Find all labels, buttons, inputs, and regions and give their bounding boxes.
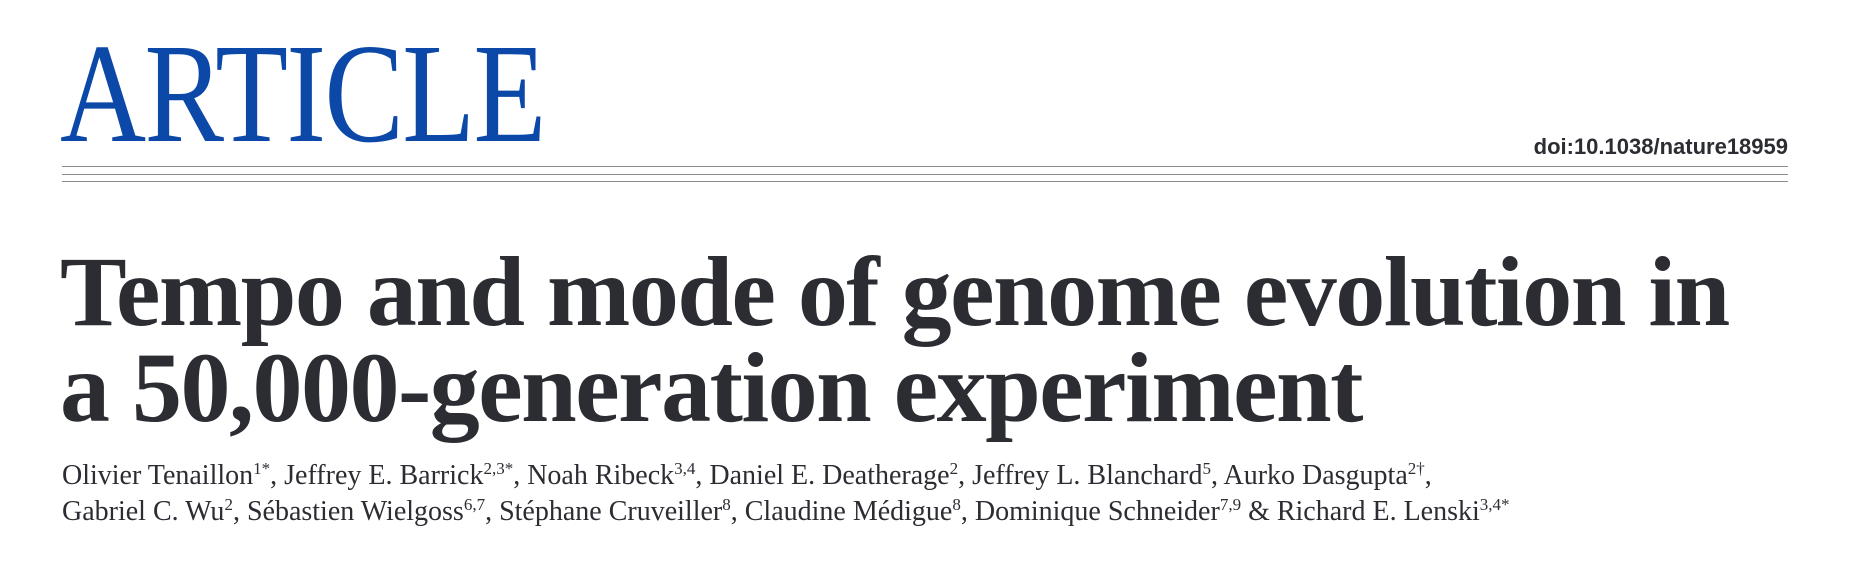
separator: , [232,496,247,527]
affiliation: 2,3* [483,459,514,478]
affiliation: 7,9 [1219,495,1242,514]
separator: & [1241,496,1277,527]
affiliation: 6,7 [463,495,486,514]
title-line: Tempo and mode of genome evolution in [60,236,1730,347]
author: Richard E. Lenski3,4* [1277,496,1510,527]
author: Jeffrey E. Barrick2,3*, [284,460,527,491]
separator: , [960,496,975,527]
author-name: Dominique Schneider [974,496,1220,527]
author-name: Jeffrey E. Barrick [284,460,484,491]
author-name: Aurko Dasgupta [1223,460,1408,491]
doi: doi:10.1038/nature18959 [1533,134,1788,159]
rule [62,181,1788,182]
author: Daniel E. Deatherage2, [709,460,972,491]
author: Dominique Schneider7,9 & [975,496,1277,527]
author: Gabriel C. Wu2, [62,496,247,527]
separator: , [485,496,500,527]
separator: , [730,496,745,527]
affiliation: 2† [1407,459,1425,478]
author-line: Olivier Tenaillon1*, Jeffrey E. Barrick2… [62,458,1510,494]
affiliation: 8 [952,495,961,514]
affiliation: 2 [949,459,959,478]
author-name: Sébastien Wielgoss [246,496,464,527]
affiliation: 3,4 [674,459,696,478]
separator: , [958,460,973,491]
separator: , [270,460,285,491]
author-name: Richard E. Lenski [1276,496,1480,527]
author-name: Noah Ribeck [527,460,675,491]
author-line: Gabriel C. Wu2, Sébastien Wielgoss6,7, S… [62,494,1510,530]
separator: , [1424,460,1432,491]
author-name: Olivier Tenaillon [62,460,254,491]
author: Claudine Médigue8, [745,496,975,527]
author: Jeffrey L. Blanchard5, [972,460,1223,491]
affiliation: 8 [722,495,731,514]
author-name: Gabriel C. Wu [62,496,225,527]
author: Olivier Tenaillon1*, [62,460,284,491]
rule [62,174,1788,175]
affiliation: 3,4* [1479,495,1510,514]
author-name: Daniel E. Deatherage [709,460,950,491]
author: Noah Ribeck3,4, [527,460,709,491]
author-name: Jeffrey L. Blanchard [972,460,1203,491]
affiliation: 5 [1202,459,1212,478]
author: Stéphane Cruveiller8, [499,496,745,527]
affiliation: 2 [224,495,233,514]
separator: , [1211,460,1224,491]
title-line: a 50,000-generation experiment [60,332,1363,443]
article-label: ARTICLE [60,14,546,172]
author: Aurko Dasgupta2†, [1223,460,1431,491]
rule [62,166,1788,167]
separator: , [695,460,710,491]
authors: Olivier Tenaillon1*, Jeffrey E. Barrick2… [62,458,1510,530]
author-name: Stéphane Cruveiller [499,496,723,527]
separator: , [513,460,528,491]
author: Sébastien Wielgoss6,7, [247,496,499,527]
title: Tempo and mode of genome evolution in a 5… [60,236,1730,443]
author-name: Claudine Médigue [744,496,953,527]
affiliation: 1* [253,459,271,478]
